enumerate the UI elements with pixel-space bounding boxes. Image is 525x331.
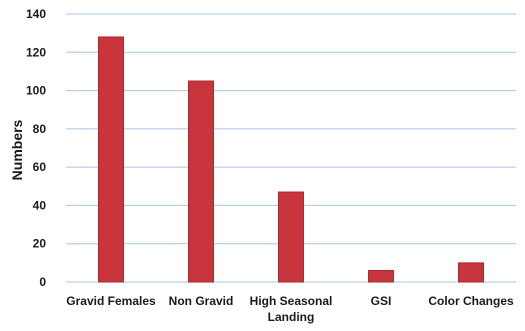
y-tick-label: 0 (39, 275, 46, 289)
bar (98, 36, 124, 283)
x-tick-label-line: GSI (371, 294, 392, 308)
y-axis-label: Numbers (9, 119, 25, 180)
x-tick-label-line: Color Changes (428, 294, 514, 308)
y-tick-labels: 0 20 40 60 80 100 120 140 (26, 7, 46, 289)
bar (188, 80, 214, 283)
y-tick-label: 100 (26, 84, 46, 98)
x-tick-labels: Gravid Females Non Gravid High Seasonal Lan… (66, 294, 514, 324)
x-tick-label: High Seasonal Landing (250, 294, 333, 324)
x-tick-label-line: High Seasonal (250, 294, 333, 308)
y-tick-label: 60 (33, 160, 47, 174)
y-tick-label: 140 (26, 7, 46, 21)
x-tick-label: Color Changes (428, 294, 514, 308)
x-tick-label-line: Landing (268, 310, 315, 324)
y-tick-label: 80 (33, 122, 47, 136)
bar (458, 262, 484, 283)
bars (98, 36, 484, 283)
y-tick-label: 20 (33, 237, 47, 251)
x-tick-label: GSI (371, 294, 392, 308)
x-tick-label-line: Non Gravid (169, 294, 234, 308)
x-tick-label-line: Gravid Females (66, 294, 156, 308)
y-tick-label: 120 (26, 45, 46, 59)
x-tick-label: Non Gravid (169, 294, 234, 308)
bar (278, 191, 304, 283)
bar (368, 270, 394, 283)
y-tick-label: 40 (33, 198, 47, 212)
x-tick-label: Gravid Females (66, 294, 156, 308)
gridlines (66, 13, 516, 245)
